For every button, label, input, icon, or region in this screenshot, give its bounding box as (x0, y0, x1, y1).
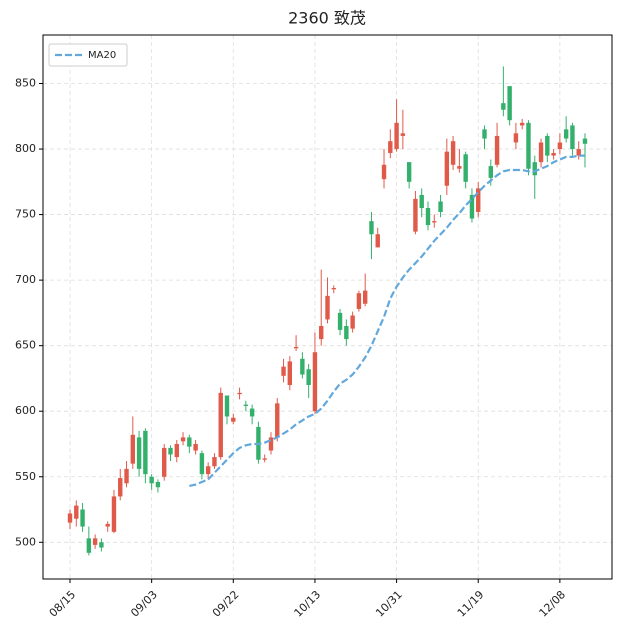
plot-frame (42, 34, 613, 580)
candle-body (86, 538, 92, 553)
y-tick-label: 800 (15, 142, 36, 155)
y-tick-label: 750 (15, 208, 36, 221)
candle-body (111, 496, 117, 532)
candle-body (557, 142, 563, 150)
legend-label: MA20 (88, 50, 116, 61)
candle-body (168, 447, 173, 455)
candle-body (444, 151, 450, 186)
candle-body (312, 352, 318, 412)
candle-body (174, 443, 179, 458)
candle-body (187, 437, 192, 447)
candle-body (406, 162, 412, 182)
candle-body (488, 166, 493, 178)
candle-body (551, 152, 556, 156)
candle-body (538, 142, 544, 163)
y-tick-label: 700 (15, 273, 36, 286)
candle-body (519, 122, 525, 126)
y-tick-label: 650 (15, 339, 36, 352)
candle-body (143, 430, 148, 475)
candle-body (545, 135, 550, 156)
candle-body (149, 476, 154, 484)
candle-body (99, 542, 104, 548)
legend-box (48, 43, 128, 67)
candle-body (124, 468, 129, 484)
candle-body (507, 86, 512, 121)
y-tick-label: 500 (15, 535, 36, 548)
y-tick-label: 600 (15, 404, 36, 417)
candle-body (582, 138, 588, 144)
chart-title: 2360 致茂 (288, 9, 366, 28)
candle-body (224, 395, 230, 417)
y-tick-label: 550 (15, 470, 36, 483)
candle-body (400, 133, 406, 136)
candle-body (394, 122, 399, 150)
candle-body (482, 129, 487, 139)
candle-body (532, 162, 537, 176)
candle-body (419, 194, 424, 209)
candle-body (570, 125, 575, 150)
candle-body (438, 201, 443, 212)
candle-body (362, 290, 368, 304)
candle-body (356, 293, 362, 309)
candle-body (287, 361, 293, 385)
candle-body (249, 408, 255, 417)
candle-body (450, 141, 456, 165)
candle-body (205, 466, 211, 475)
candle-body (268, 437, 274, 451)
ma-line (189, 154, 585, 488)
candle-body (350, 315, 355, 329)
candle-body (162, 447, 167, 477)
candle-body (563, 129, 569, 139)
candle-body (501, 103, 506, 110)
candle-body (180, 437, 186, 442)
candle-body (243, 404, 249, 406)
candle-body (212, 457, 217, 467)
candle-body (262, 458, 267, 460)
candle-body (231, 417, 236, 422)
candle-body (526, 122, 531, 169)
candle-body (413, 198, 418, 232)
candle-body (463, 154, 468, 182)
candle-body (331, 287, 336, 290)
candle-body (319, 326, 324, 340)
candle-body (494, 135, 500, 165)
candle-body (513, 133, 519, 143)
candle-body (237, 392, 242, 395)
candle-body (469, 194, 475, 219)
candle-body (67, 513, 73, 523)
candle-body (476, 188, 481, 212)
candle-body (375, 234, 380, 248)
candle-body (325, 295, 330, 320)
candle-body (74, 505, 79, 519)
candle-body (80, 509, 85, 527)
candle-body (337, 312, 343, 330)
candle-body (432, 221, 437, 223)
candle-body (105, 523, 110, 527)
candle-body (457, 166, 462, 169)
candle-body (293, 346, 299, 349)
candle-body (576, 149, 581, 156)
candle-body (92, 538, 98, 545)
legend: MA20 (48, 43, 128, 67)
candle-body (388, 141, 393, 153)
candle-body (118, 478, 123, 497)
candle-body (199, 453, 205, 475)
candle-body (425, 208, 431, 226)
candle-body (344, 326, 349, 340)
candle-body (381, 164, 387, 180)
candle-body (130, 434, 136, 464)
candle-body (193, 443, 198, 451)
y-tick-label: 850 (15, 77, 36, 90)
candle-body (155, 481, 161, 488)
candle-body (306, 369, 311, 385)
candle-body (300, 358, 305, 375)
candle-body (218, 392, 223, 458)
candle-body (369, 221, 374, 235)
candle-body (281, 366, 286, 376)
candle-body (136, 437, 142, 469)
candle-body (275, 403, 280, 438)
